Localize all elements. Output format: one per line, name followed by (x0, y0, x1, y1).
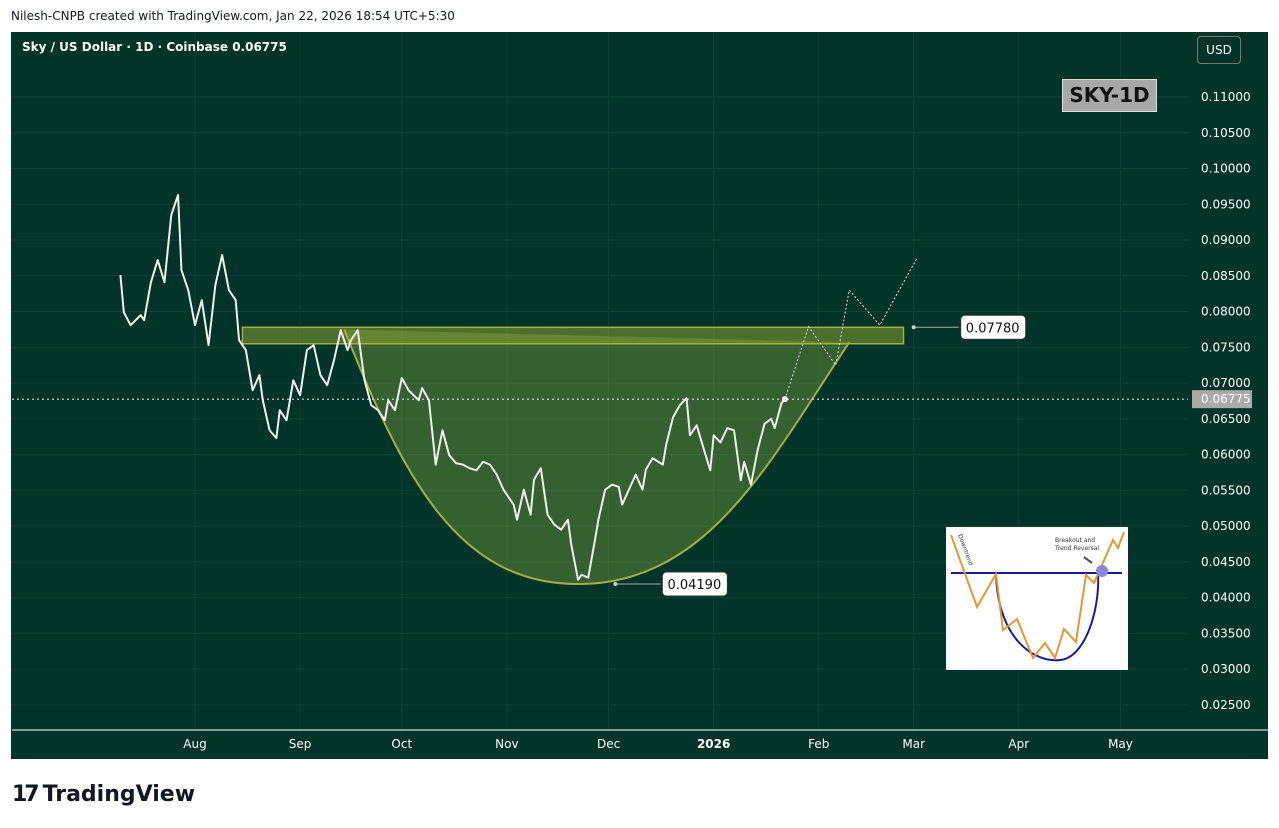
y-tick-label: 0.08500 (1201, 269, 1251, 283)
y-tick-label: 0.05500 (1201, 483, 1251, 497)
cup-curve (343, 329, 851, 586)
price-line (119, 193, 786, 581)
last-price-label: 0.06775 (1201, 392, 1251, 406)
y-tick-label: 0.07500 (1201, 340, 1251, 354)
y-tick-label: 0.08000 (1201, 305, 1251, 319)
x-tick-label: 2026 (697, 737, 730, 751)
y-tick-label: 0.06500 (1201, 412, 1251, 426)
x-tick-label: Aug (183, 737, 206, 751)
annotation-label: 0.04190 (667, 578, 721, 593)
credit-text: Nilesh-CNPB created with TradingView.com… (11, 9, 455, 23)
cup-fill (344, 329, 850, 585)
y-tick-label: 0.11000 (1201, 90, 1251, 104)
inset-label: Breakout and (1055, 537, 1095, 544)
inset-price-path (950, 531, 1125, 661)
last-price-tag (1192, 390, 1252, 409)
inset-arrow-icon (1083, 556, 1093, 564)
resistance-zone (241, 326, 905, 345)
y-tick-label: 0.03000 (1201, 662, 1251, 676)
y-tick-label: 0.02500 (1201, 698, 1251, 712)
y-tick-label: 0.10000 (1201, 162, 1251, 176)
symbol-title: Sky / US Dollar · 1D · Coinbase 0.06775 (22, 40, 287, 54)
annotation-label: 0.07780 (966, 321, 1020, 336)
annotation-box (960, 314, 1027, 340)
y-tick-label: 0.05000 (1201, 519, 1251, 533)
inset-label: Trend Reversal (1054, 545, 1099, 552)
x-tick-label: Mar (902, 737, 925, 751)
y-tick-label: 0.09500 (1201, 197, 1251, 211)
x-tick-label: Nov (495, 737, 518, 751)
x-tick-label: Apr (1008, 737, 1029, 751)
x-tick-label: Sep (289, 737, 312, 751)
logo-text: TradingView (42, 782, 196, 807)
y-tick-label: 0.10500 (1201, 126, 1251, 140)
x-tick-label: Dec (597, 737, 620, 751)
projection-path (784, 257, 918, 400)
chart-badge: SKY-1D (1062, 79, 1157, 112)
tradingview-logo-icon: 17 (12, 782, 40, 807)
y-tick-label: 0.04000 (1201, 591, 1251, 605)
y-tick-label: 0.06000 (1201, 448, 1251, 462)
x-tick-label: Oct (391, 737, 412, 751)
annotation-box (661, 571, 728, 597)
tradingview-logo[interactable]: 17 TradingView (12, 782, 195, 807)
y-tick-label: 0.07000 (1201, 376, 1251, 390)
inset-cup-curve (995, 573, 1100, 662)
x-tick-label: Feb (808, 737, 829, 751)
y-tick-label: 0.03500 (1201, 626, 1251, 640)
annotation-dot (613, 582, 618, 587)
y-tick-label: 0.09000 (1201, 233, 1251, 247)
inset-breakout-dot (1096, 565, 1108, 577)
annotation-dot (911, 325, 916, 330)
x-tick-label: May (1108, 737, 1133, 751)
y-tick-label: 0.04500 (1201, 555, 1251, 569)
currency-button[interactable]: USD (1197, 36, 1241, 64)
